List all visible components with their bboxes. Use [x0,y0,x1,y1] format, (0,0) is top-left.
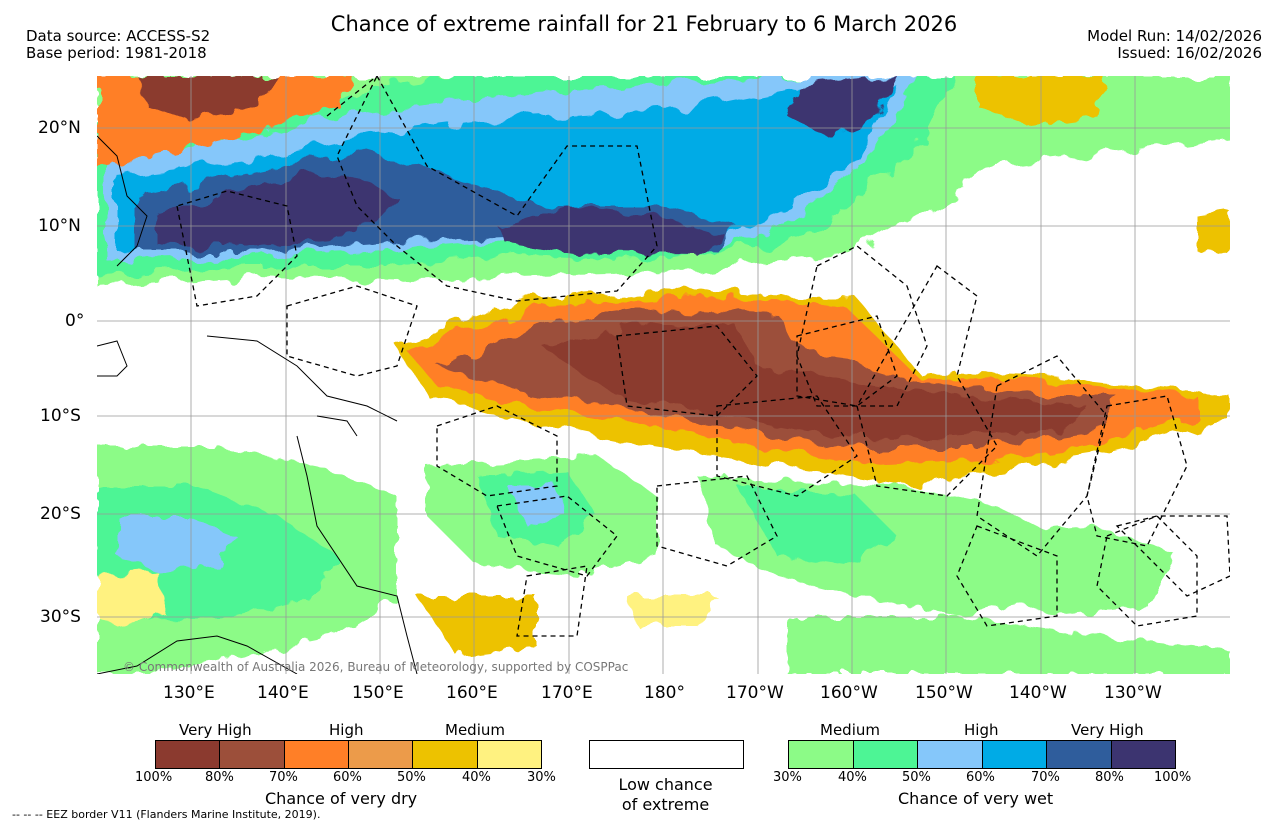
lat-label-20n: 20°N [38,118,81,138]
lat-label-10s: 10°S [40,406,81,426]
lon-label-160w: 160°W [820,683,878,703]
dry-tick: 100% [135,770,173,785]
lon-label-180: 180° [644,683,685,703]
wet-color-swatch [1047,741,1112,768]
lon-label-170e: 170°E [541,683,593,703]
dry-color-swatch [477,741,541,768]
dry-area-northwest [97,76,1230,256]
wet-tick: 40% [838,770,867,785]
base-period-text: Base period: 1981-2018 [26,44,207,62]
dry-color-swatch [348,741,414,768]
dry-tick: 40% [462,770,491,785]
data-source-text: Data source: ACCESS-S2 [26,27,211,45]
rainfall-map: © Commonwealth of Australia 2026, Bureau… [97,76,1230,674]
lon-label-130e: 130°E [163,683,215,703]
issued-text: Issued: 16/02/2026 [1117,44,1262,62]
dry-legend-header-medium: Medium [445,721,505,739]
lon-label-140e: 140°E [257,683,309,703]
wet-legend-header-very-high: Very High [1071,721,1144,739]
lat-label-10n: 10°N [38,216,81,236]
wet-tick: 30% [773,770,802,785]
wet-color-swatch [853,741,918,768]
dry-color-swatch [220,741,285,768]
wet-tick: 60% [966,770,995,785]
lat-label-30s: 30°S [40,607,81,627]
dry-legend-header-very-high: Very High [179,721,252,739]
dry-color-swatch [413,741,478,768]
wet-color-swatch [789,741,854,768]
eez-note: -- -- -- EEZ border V11 (Flanders Marine… [12,808,321,821]
lat-label-0: 0° [65,311,85,331]
wet-color-swatch [918,741,983,768]
dry-legend-title: Chance of very dry [265,789,418,808]
dry-tick: 80% [205,770,234,785]
lon-label-160e: 160°E [446,683,498,703]
dry-band-equatorial [397,291,1230,486]
wet-color-swatch [1111,741,1175,768]
dry-color-swatch [156,741,221,768]
wet-color-swatch [982,741,1047,768]
wet-tick: 70% [1031,770,1060,785]
dry-tick: 60% [333,770,362,785]
dry-color-swatch [284,741,349,768]
coastlines [97,135,418,674]
copyright-text: © Commonwealth of Australia 2026, Bureau… [123,660,628,674]
map-graticule [97,76,1230,674]
wet-tick: 50% [902,770,931,785]
dry-tick: 30% [527,770,556,785]
lon-label-150w: 150°W [915,683,973,703]
low-chance-label-line1: Low chance [618,775,713,794]
lon-label-170w: 170°W [726,683,784,703]
wet-tick: 100% [1154,770,1192,785]
map-title: Chance of extreme rainfall for 21 Februa… [330,12,958,36]
wet-legend-header-medium: Medium [820,721,880,739]
lon-label-130w: 130°W [1104,683,1162,703]
wet-colorbar [788,740,1176,769]
dry-legend-header-high: High [329,721,364,739]
low-chance-swatch [589,740,744,769]
wet-legend-title: Chance of very wet [898,789,1054,808]
dry-tick: 50% [397,770,426,785]
dry-colorbar [155,740,542,769]
model-run-text: Model Run: 14/02/2026 [1087,27,1262,45]
low-chance-label-line2: of extreme [621,795,710,814]
wet-legend-header-high: High [964,721,999,739]
lon-label-140w: 140°W [1009,683,1067,703]
wet-tick: 80% [1095,770,1124,785]
dry-tick: 70% [269,770,298,785]
lon-label-150e: 150°E [352,683,404,703]
eez-borders [176,76,1230,637]
lat-label-20s: 20°S [40,504,81,524]
